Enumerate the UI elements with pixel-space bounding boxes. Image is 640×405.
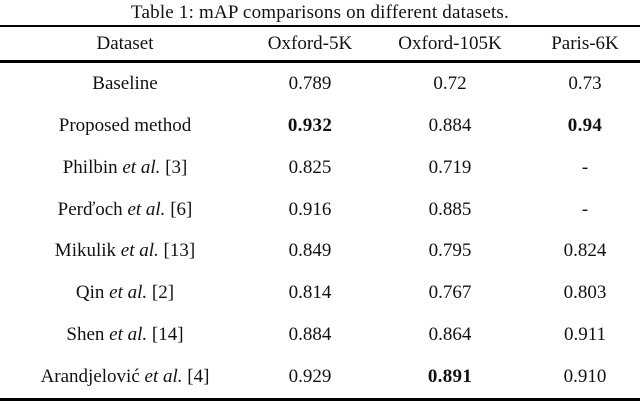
table-header-row: Dataset Oxford-5K Oxford-105K Paris-6K (0, 27, 640, 60)
map-value: 0.824 (563, 240, 607, 262)
map-value: 0.73 (568, 72, 602, 94)
map-value: 0.885 (428, 198, 472, 220)
method-cell: Philbin et al. [3] (0, 157, 250, 179)
column-header-paris-6k: Paris-6K (551, 32, 619, 54)
method-cell: Qin et al. [2] (0, 282, 250, 304)
method-etal: et al. (109, 282, 148, 304)
map-value: 0.814 (288, 282, 332, 304)
method-name: Qin (75, 282, 105, 304)
map-value: 0.803 (563, 282, 607, 304)
method-etal: et al. (122, 156, 161, 178)
method-name: Perďoch (57, 198, 123, 220)
map-value: 0.916 (288, 198, 332, 220)
method-ref: [6] (170, 198, 193, 220)
table-top-rule (0, 25, 640, 27)
map-value: 0.849 (288, 240, 332, 262)
map-value: 0.910 (563, 366, 607, 388)
method-ref: [14] (151, 324, 184, 346)
map-value: 0.911 (563, 324, 607, 346)
method-cell: Proposed method (0, 115, 250, 137)
map-value: 0.929 (288, 366, 332, 388)
table-row: Mikulik et al. [13] 0.849 0.795 0.824 (0, 231, 640, 273)
column-header-dataset: Dataset (96, 32, 154, 54)
column-header-oxford-5k: Oxford-5K (267, 32, 353, 54)
map-value: 0.767 (428, 282, 472, 304)
map-value: 0.884 (428, 114, 472, 136)
map-value: 0.94 (567, 114, 603, 136)
table-row: Proposed method 0.932 0.884 0.94 (0, 105, 640, 147)
method-name: Proposed method (58, 114, 192, 136)
method-etal: et al. (127, 198, 166, 220)
table-row: Shen et al. [14] 0.884 0.864 0.911 (0, 314, 640, 356)
table-header-rule (0, 60, 640, 63)
map-value: - (581, 156, 589, 178)
table-row: Perďoch et al. [6] 0.916 0.885 - (0, 189, 640, 231)
map-value: - (581, 198, 589, 220)
method-ref: [4] (187, 366, 210, 388)
map-value: 0.864 (428, 324, 472, 346)
method-etal: et al. (120, 240, 159, 262)
method-name: Shen (66, 324, 105, 346)
column-header-oxford-105k: Oxford-105K (398, 32, 502, 54)
map-value: 0.72 (433, 72, 467, 94)
map-value: 0.825 (288, 156, 332, 178)
map-value: 0.891 (427, 366, 473, 388)
method-ref: [3] (165, 156, 188, 178)
method-name: Philbin (62, 156, 118, 178)
method-cell: Mikulik et al. [13] (0, 240, 250, 262)
method-name: Mikulik (54, 240, 117, 262)
table-row: Baseline 0.789 0.72 0.73 (0, 63, 640, 105)
table-row: Arandjelović et al. [4] 0.929 0.891 0.91… (0, 356, 640, 398)
map-value: 0.932 (287, 114, 333, 136)
map-value: 0.719 (428, 156, 472, 178)
method-cell: Arandjelović et al. [4] (0, 366, 250, 388)
method-etal: et al. (109, 324, 148, 346)
method-cell: Baseline (0, 73, 250, 95)
table-row: Qin et al. [2] 0.814 0.767 0.803 (0, 272, 640, 314)
table-caption: Table 1: mAP comparisons on different da… (131, 2, 509, 23)
method-cell: Perďoch et al. [6] (0, 199, 250, 221)
method-ref: [2] (151, 282, 175, 304)
table-row: Philbin et al. [3] 0.825 0.719 - (0, 147, 640, 189)
method-ref: [13] (163, 240, 196, 262)
map-value: 0.795 (428, 240, 472, 262)
map-value: 0.789 (288, 72, 332, 94)
method-name: Baseline (92, 72, 158, 94)
table-body: Baseline 0.789 0.72 0.73 Proposed method… (0, 63, 640, 398)
table-bottom-rule (0, 398, 640, 401)
method-etal: et al. (144, 366, 183, 388)
method-cell: Shen et al. [14] (0, 324, 250, 346)
map-value: 0.884 (288, 324, 332, 346)
method-name: Arandjelović (40, 366, 140, 388)
